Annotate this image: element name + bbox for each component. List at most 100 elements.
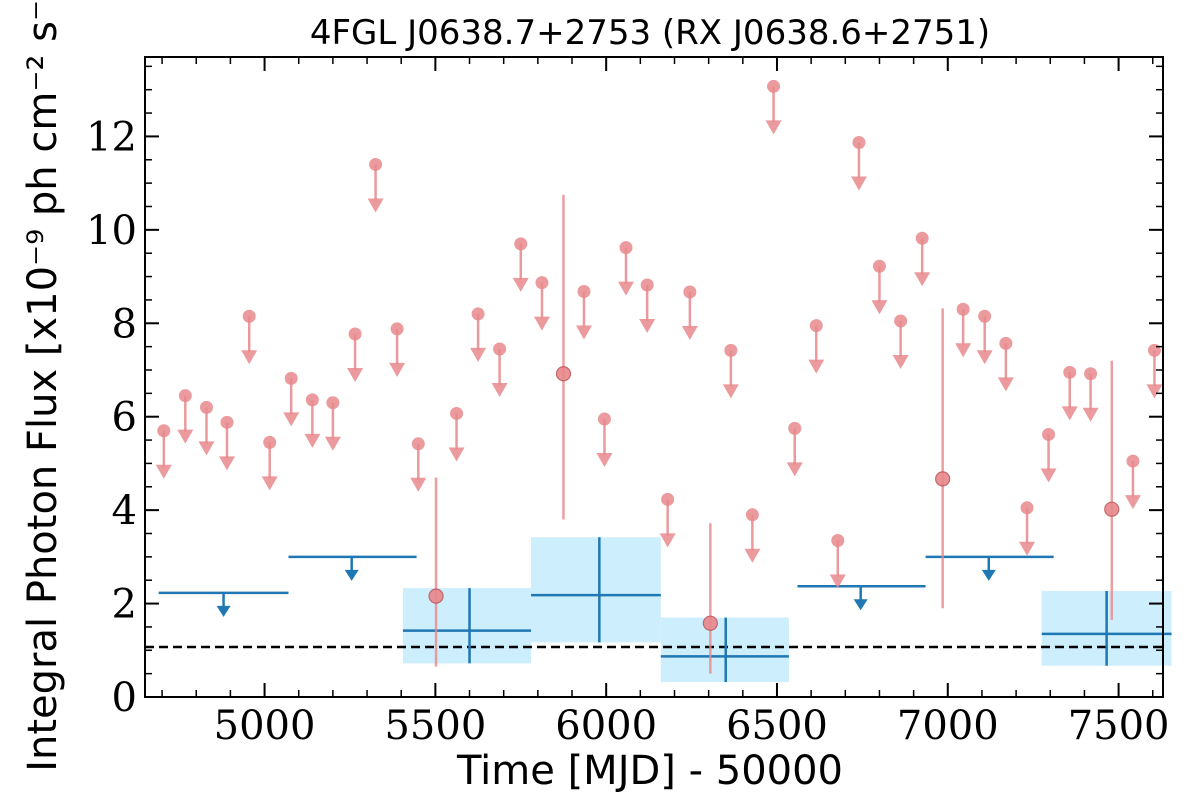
- y-tick-label: 4: [112, 488, 137, 534]
- fine-upper-limit-point: [411, 437, 425, 451]
- x-tick-label: 7000: [897, 703, 999, 749]
- fine-upper-limit-point: [348, 327, 362, 341]
- fine-upper-limit-point: [1126, 454, 1140, 468]
- fine-upper-limit-arrow: [976, 350, 993, 365]
- fine-upper-limit-arrow: [997, 377, 1014, 392]
- fine-upper-limit-arrow: [410, 477, 427, 492]
- coarse-error-band: [402, 588, 532, 664]
- fine-upper-limit-point: [831, 534, 845, 548]
- fine-upper-limit-arrow: [324, 436, 341, 451]
- y-axis: 0 2 4 6 8 10 12: [86, 65, 1163, 721]
- fine-upper-limit-arrow: [914, 272, 931, 287]
- fine-upper-limit-arrow: [786, 462, 803, 477]
- fine-upper-limit-arrow: [744, 548, 761, 563]
- fine-upper-limit-arrow: [347, 368, 364, 383]
- fine-upper-limit-point: [809, 319, 823, 333]
- fine-upper-limit-arrow: [448, 447, 465, 462]
- fine-upper-limit-point: [577, 285, 591, 299]
- fine-upper-limit-arrow: [198, 441, 215, 456]
- fine-upper-limit-arrow: [241, 350, 258, 365]
- coarse-upper-limit-arrow: [981, 569, 996, 581]
- fine-upper-limit-point: [640, 278, 654, 292]
- fine-upper-limit-arrow: [389, 362, 406, 377]
- fine-upper-limit-point: [661, 492, 675, 506]
- fine-upper-limit-arrow: [512, 277, 529, 292]
- fine-upper-limit-point: [326, 396, 340, 410]
- fine-upper-limit-point: [597, 412, 611, 426]
- fine-upper-limit-point: [1084, 367, 1098, 381]
- y-axis-label: Integral Photon Flux [x10⁻⁹ ph cm⁻² s⁻¹]: [20, 0, 66, 772]
- fine-upper-limit-point: [956, 302, 970, 316]
- fine-upper-limit-arrow: [596, 453, 613, 468]
- fine-detection-point: [935, 471, 951, 487]
- x-tick-label: 7500: [1068, 703, 1170, 749]
- x-axis-label: Time [MJD] - 50000: [456, 748, 843, 794]
- fine-upper-limit-arrow: [367, 198, 384, 213]
- fine-upper-limit-arrow: [283, 412, 300, 427]
- y-tick-label: 10: [86, 208, 137, 254]
- fine-upper-limit-point: [220, 415, 234, 429]
- fine-upper-limit-arrow: [1019, 541, 1036, 556]
- fine-upper-limit-point: [788, 421, 802, 435]
- fine-upper-limit-arrow: [892, 354, 909, 369]
- fine-detection-point: [702, 615, 718, 631]
- fine-upper-limit-point: [369, 157, 383, 171]
- x-tick-label: 6000: [555, 703, 657, 749]
- fine-upper-limit-point: [493, 342, 507, 356]
- fine-upper-limit-arrow: [1082, 407, 1099, 422]
- fine-detection-point: [1104, 501, 1120, 517]
- fine-upper-limit-point: [872, 259, 886, 273]
- fine-detection-point: [555, 366, 572, 382]
- fine-upper-limit-arrow: [155, 464, 172, 479]
- fine-upper-limit-arrow: [722, 384, 739, 399]
- coarse-error-band: [531, 537, 661, 643]
- fine-upper-limit-arrow: [1061, 406, 1078, 421]
- x-tick-label: 5000: [214, 703, 316, 749]
- fine-upper-limit-point: [1063, 365, 1077, 379]
- fine-upper-limit-arrow: [575, 325, 592, 340]
- coarse-upper-limit-arrow: [216, 605, 231, 617]
- fine-upper-limit-arrow: [829, 574, 846, 589]
- fine-upper-limit-point: [724, 343, 738, 357]
- fine-upper-limit-arrow: [1124, 495, 1141, 510]
- fine-upper-limit-point: [1020, 501, 1034, 515]
- x-tick-label: 6500: [726, 703, 828, 749]
- coarse-upper-limit-arrow: [853, 599, 868, 611]
- fine-upper-limit-arrow: [765, 120, 782, 135]
- fine-upper-limit-point: [1042, 427, 1056, 441]
- fine-upper-limit-point: [471, 307, 485, 321]
- fine-upper-limit-point: [999, 336, 1013, 350]
- fine-upper-limit-arrow: [177, 429, 194, 444]
- fine-upper-limit-arrow: [871, 300, 888, 315]
- fine-upper-limit-point: [263, 435, 277, 449]
- fine-upper-limit-arrow: [617, 281, 634, 296]
- fine-upper-limit-arrow: [1040, 468, 1057, 483]
- fine-upper-limit-point: [199, 400, 213, 414]
- y-tick-label: 2: [112, 582, 137, 628]
- fine-upper-limit-point: [305, 393, 319, 407]
- fine-upper-limit-point: [390, 322, 404, 336]
- fine-upper-limit-arrow: [470, 347, 487, 362]
- fine-upper-limit-point: [514, 237, 528, 251]
- fine-upper-limit-point: [157, 424, 171, 438]
- fine-upper-limit-point: [535, 276, 549, 290]
- fine-upper-limit-arrow: [659, 533, 676, 548]
- fine-upper-limit-point: [852, 135, 866, 149]
- fine-upper-limit-arrow: [955, 343, 972, 358]
- fine-upper-limit-arrow: [491, 382, 508, 397]
- plot-frame: [144, 56, 1164, 698]
- y-tick-label: 12: [86, 114, 137, 160]
- fine-upper-limit-arrow: [639, 318, 656, 333]
- y-tick-label: 0: [112, 675, 137, 721]
- fine-upper-limit-point: [284, 371, 298, 385]
- fine-upper-limit-point: [1147, 343, 1161, 357]
- fine-upper-limit-arrow: [850, 176, 867, 191]
- chart-title: 4FGL J0638.7+2753 (RX J0638.6+2751): [310, 13, 990, 53]
- plot-area: [145, 79, 1172, 683]
- fine-upper-limit-point: [242, 309, 256, 323]
- fine-upper-limit-point: [894, 314, 908, 328]
- x-axis: 5000 5500 6000 6500 7000 7500: [161, 57, 1170, 749]
- fine-upper-limit-point: [619, 241, 633, 255]
- fine-upper-limit-point: [745, 508, 759, 522]
- fine-upper-limit-arrow: [304, 433, 321, 448]
